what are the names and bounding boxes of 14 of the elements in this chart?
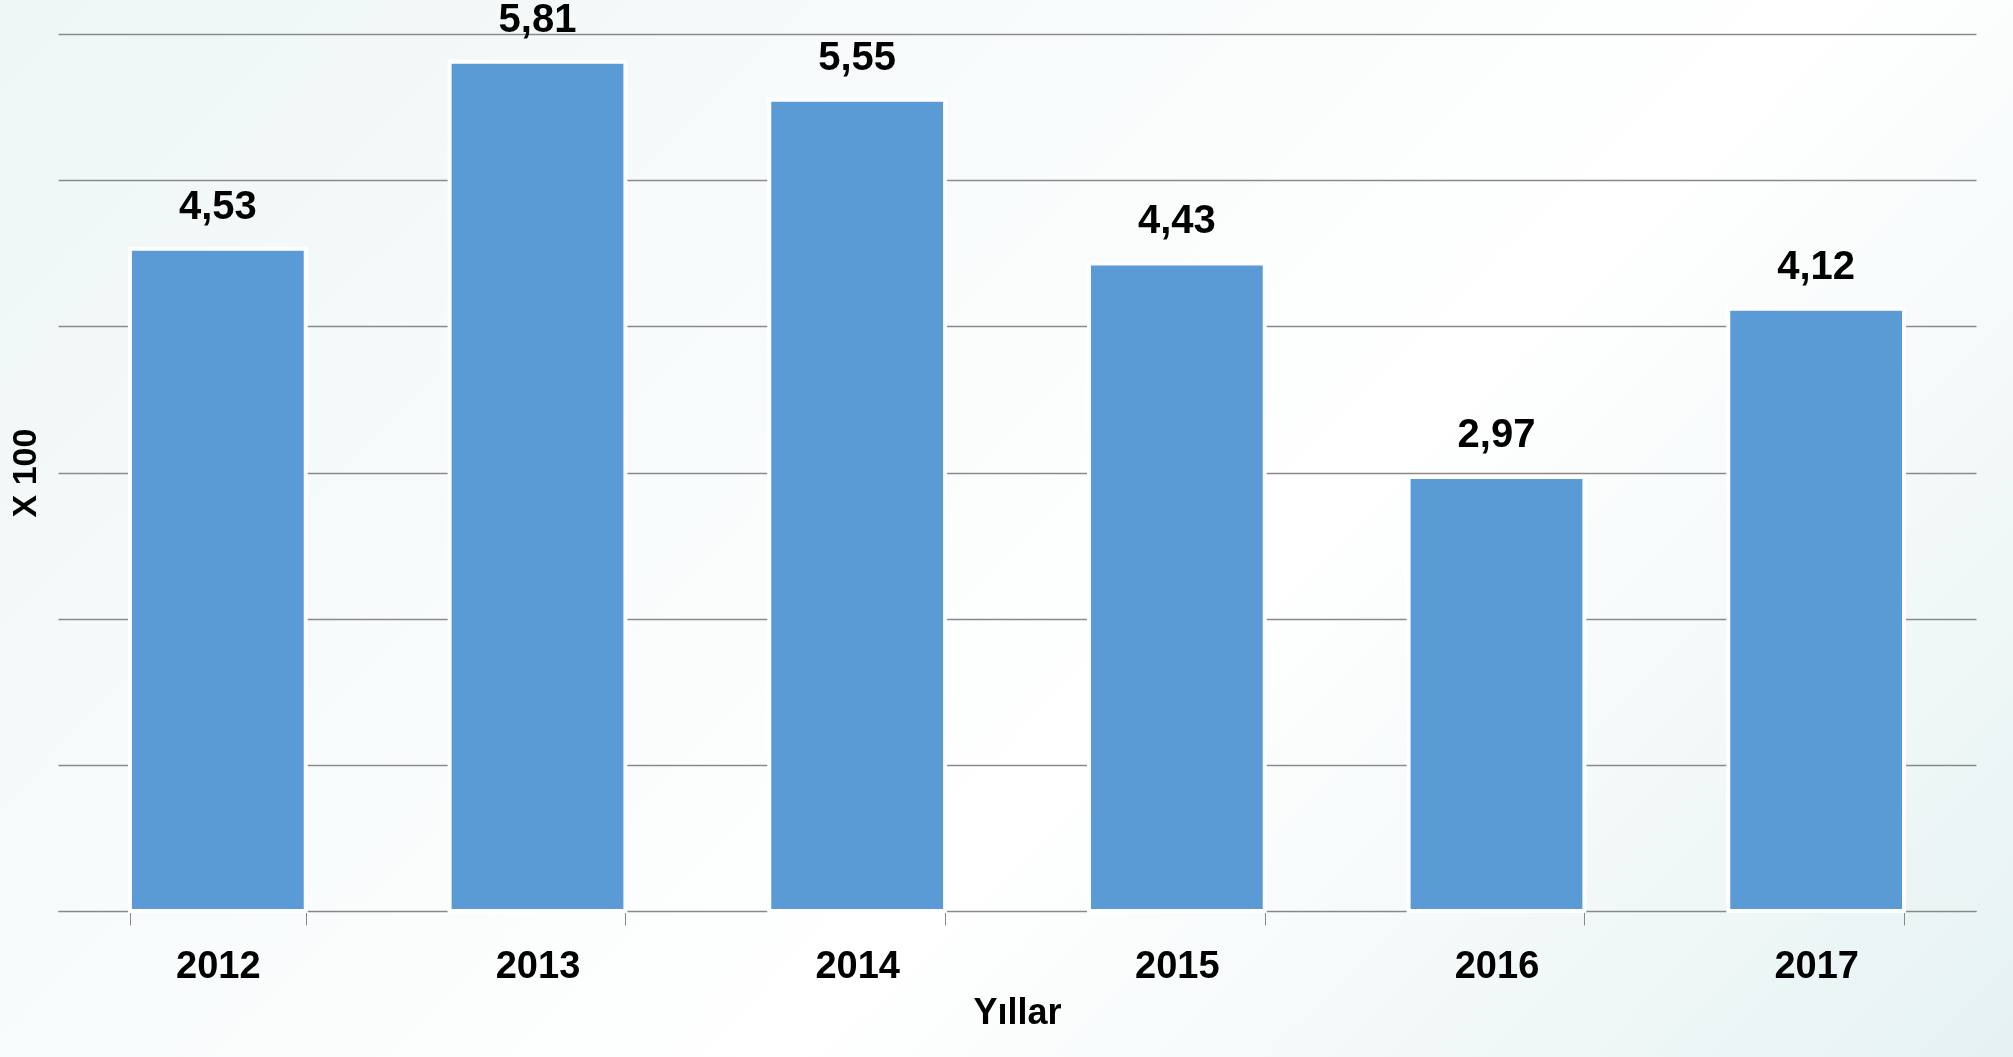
data-label: 4,43 [1137, 197, 1216, 242]
x-tick-label: 2016 [1454, 943, 1540, 986]
data-label: 2,97 [1457, 410, 1536, 455]
data-label: 4,12 [1777, 242, 1856, 287]
x-tick-label: 2013 [495, 943, 581, 986]
x-tick-label: 2014 [815, 943, 900, 986]
x-axis-title: Yıllar [973, 990, 1062, 1032]
y-axis-title: X 100 [4, 428, 43, 518]
data-label: 5,81 [498, 0, 577, 40]
x-tick-label: 2017 [1774, 943, 1859, 986]
data-label: 4,53 [178, 182, 257, 227]
x-tick-label: 2015 [1135, 943, 1220, 986]
data-label: 5,55 [818, 33, 897, 78]
x-tick-label: 2012 [176, 943, 261, 986]
